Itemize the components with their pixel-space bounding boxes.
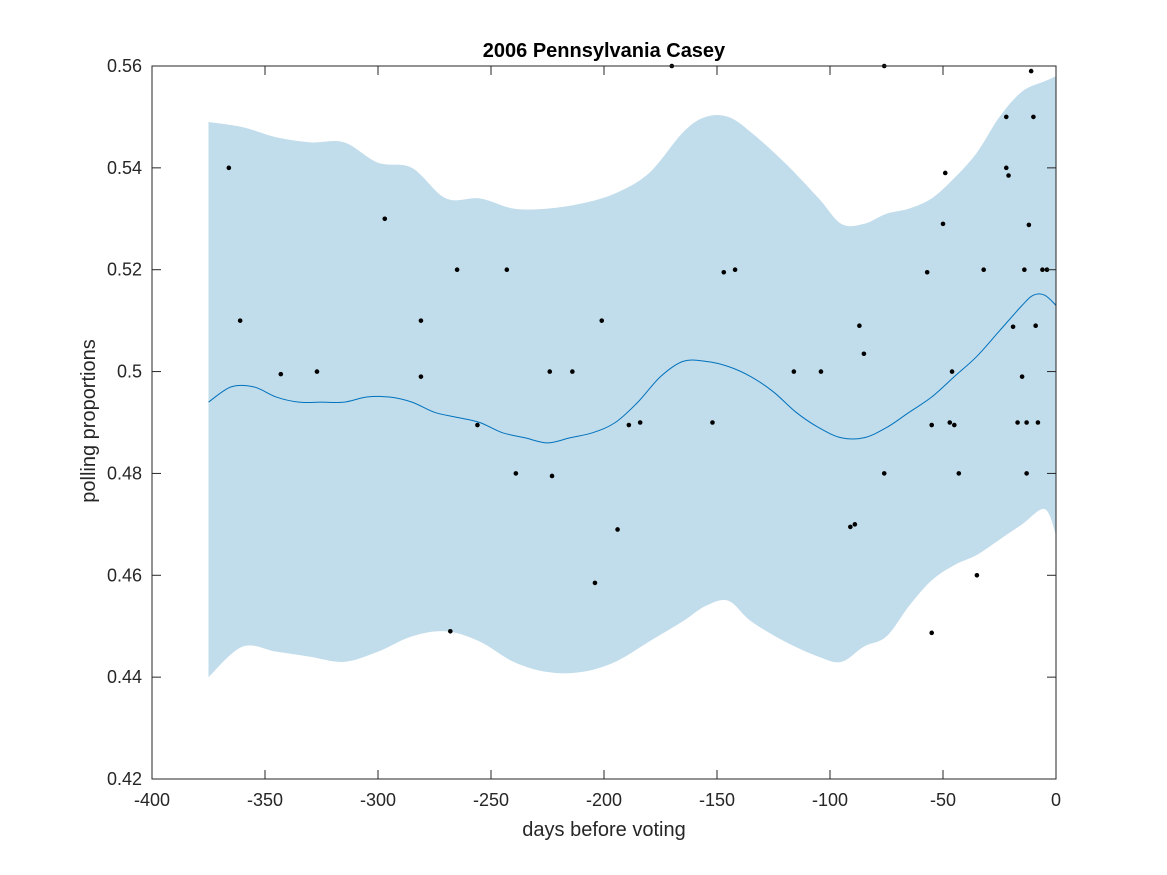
x-tick-label: -250: [473, 790, 509, 810]
data-point: [382, 216, 388, 222]
data-point: [710, 420, 715, 425]
y-tick-label: 0.5: [117, 362, 142, 382]
data-point: [1024, 420, 1029, 425]
data-point: [547, 369, 553, 374]
y-tick-label: 0.54: [107, 158, 142, 178]
ticks-layer: -400 -350 -300 -250 -200 -150 -100 -50 0 0.42 0.44…: [107, 56, 1061, 810]
data-point: [418, 318, 424, 323]
data-point: [974, 572, 980, 578]
data-point: [881, 471, 887, 476]
x-tick-label: -350: [247, 790, 283, 810]
data-point: [504, 267, 510, 273]
data-point: [924, 269, 930, 275]
data-point: [1031, 114, 1036, 120]
data-point: [861, 351, 867, 357]
data-point: [942, 170, 948, 176]
data-point: [1019, 374, 1025, 379]
data-point: [314, 369, 320, 374]
confidence-band-layer: [208, 76, 1056, 678]
data-point: [1015, 420, 1020, 425]
data-point: [549, 473, 555, 479]
data-point: [956, 471, 962, 476]
data-point: [1033, 323, 1038, 329]
data-point: [626, 422, 632, 428]
x-tick-label: -100: [812, 790, 848, 810]
data-point: [1026, 222, 1032, 228]
x-tick-label: -200: [586, 790, 622, 810]
data-point: [940, 221, 946, 227]
chart-title: 2006 Pennsylvania Casey: [483, 40, 726, 62]
data-point: [947, 420, 953, 425]
data-point: [237, 318, 243, 323]
data-point: [1040, 267, 1045, 273]
data-point: [848, 524, 853, 530]
data-point: [448, 629, 453, 634]
data-point: [1044, 267, 1050, 273]
data-point: [475, 422, 480, 428]
y-axis-label: polling proportions: [78, 339, 100, 502]
data-point: [1003, 114, 1009, 120]
y-tick-label: 0.46: [107, 565, 142, 585]
data-point: [570, 369, 575, 374]
y-tick-label: 0.44: [107, 667, 142, 687]
data-point: [592, 580, 598, 586]
data-point: [615, 527, 620, 532]
y-tick-label: 0.42: [107, 769, 142, 789]
confidence-band: [208, 76, 1056, 678]
y-tick-label: 0.52: [107, 260, 142, 280]
x-tick-label: -400: [134, 790, 170, 810]
data-point: [1003, 165, 1009, 171]
fit-line: [208, 293, 1057, 444]
data-point: [852, 522, 858, 527]
data-point: [1028, 68, 1034, 74]
y-tick-label: 0.48: [107, 463, 142, 483]
data-points-layer: [226, 63, 1050, 636]
data-point: [1022, 267, 1027, 273]
data-point: [1006, 173, 1011, 178]
data-point: [721, 269, 727, 275]
x-tick-label: -300: [360, 790, 396, 810]
data-point: [278, 371, 284, 377]
data-point: [1035, 420, 1041, 425]
data-point: [637, 420, 643, 425]
data-point: [949, 369, 955, 374]
x-tick-label: -50: [930, 790, 956, 810]
data-point: [599, 318, 605, 323]
data-point: [1024, 471, 1029, 476]
x-tick-label: 0: [1051, 790, 1061, 810]
data-point: [981, 267, 986, 273]
x-tick-label: -150: [699, 790, 735, 810]
x-axis-label: days before voting: [522, 819, 685, 841]
data-point: [513, 471, 519, 476]
data-point: [454, 267, 460, 273]
data-point: [226, 165, 232, 171]
data-point: [818, 369, 824, 374]
data-point: [952, 422, 957, 428]
fit-line-layer: [208, 293, 1057, 444]
data-point: [732, 267, 738, 273]
data-point: [929, 422, 934, 428]
data-point: [418, 374, 424, 379]
data-point: [857, 323, 862, 329]
data-point: [929, 630, 934, 636]
data-point: [1010, 324, 1016, 330]
y-tick-label: 0.56: [107, 56, 142, 76]
data-point: [791, 369, 797, 374]
